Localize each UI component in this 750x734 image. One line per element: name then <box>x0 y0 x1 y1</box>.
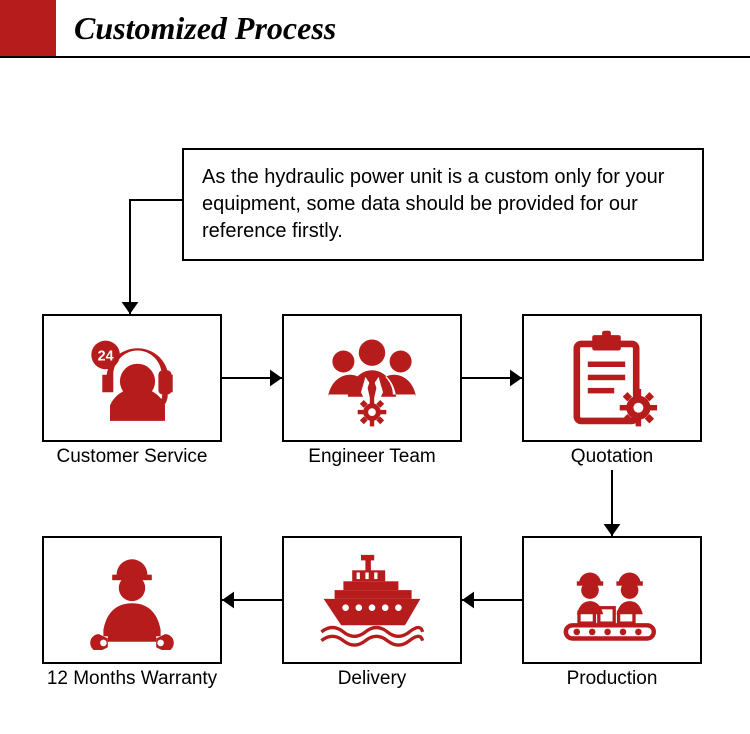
header-underline <box>0 56 750 58</box>
headset-24-icon <box>77 328 187 428</box>
step-label-quotation: Quotation <box>512 446 712 468</box>
page-title: Customized Process <box>74 10 336 47</box>
factory-workers-icon <box>557 550 667 650</box>
step-customer-service <box>42 314 222 442</box>
step-warranty <box>42 536 222 664</box>
step-production <box>522 536 702 664</box>
header: Customized Process <box>0 0 750 56</box>
step-label-delivery: Delivery <box>272 668 472 690</box>
step-label-warranty: 12 Months Warranty <box>32 668 232 690</box>
header-red-block <box>0 0 56 56</box>
arrow-note-customer-service <box>130 200 182 314</box>
step-quotation <box>522 314 702 442</box>
note-box: As the hydraulic power unit is a custom … <box>182 148 704 261</box>
step-label-production: Production <box>512 668 712 690</box>
step-delivery <box>282 536 462 664</box>
ship-icon <box>317 550 427 650</box>
step-label-engineer-team: Engineer Team <box>272 446 472 468</box>
step-label-customer-service: Customer Service <box>32 446 232 468</box>
clipboard-gear-icon <box>557 328 667 428</box>
step-engineer-team <box>282 314 462 442</box>
mechanic-icon <box>77 550 187 650</box>
team-gear-icon <box>317 328 427 428</box>
